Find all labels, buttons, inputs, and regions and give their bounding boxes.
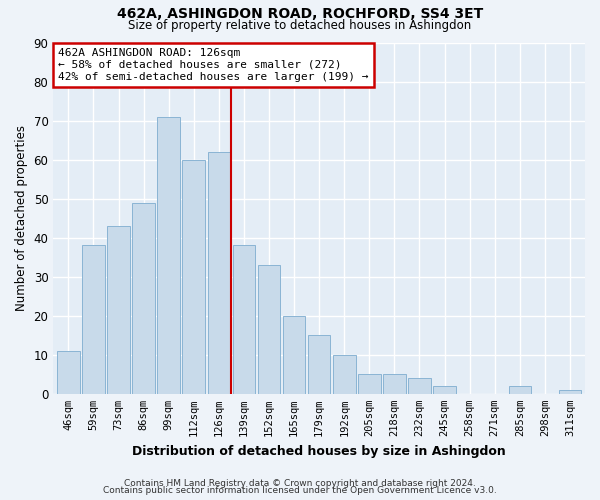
Bar [82,246,105,394]
Text: Contains public sector information licensed under the Open Government Licence v3: Contains public sector information licen… [103,486,497,495]
Text: 462A, ASHINGDON ROAD, ROCHFORD, SS4 3ET: 462A, ASHINGDON ROAD, ROCHFORD, SS4 3ET [117,8,483,22]
X-axis label: Distribution of detached houses by size in Ashingdon: Distribution of detached houses by size … [132,444,506,458]
Bar [283,316,305,394]
Text: Contains HM Land Registry data © Crown copyright and database right 2024.: Contains HM Land Registry data © Crown c… [124,478,476,488]
Text: Size of property relative to detached houses in Ashingdon: Size of property relative to detached ho… [128,19,472,32]
Bar [57,351,80,394]
Bar [383,374,406,394]
Bar [308,336,331,394]
Bar [333,355,356,394]
Bar [509,386,531,394]
Bar [132,202,155,394]
Bar [257,265,280,394]
Y-axis label: Number of detached properties: Number of detached properties [15,125,28,311]
Bar [559,390,581,394]
Bar [157,116,180,394]
Bar [107,226,130,394]
Bar [433,386,456,394]
Bar [408,378,431,394]
Bar [182,160,205,394]
Bar [208,152,230,394]
Text: 462A ASHINGDON ROAD: 126sqm
← 58% of detached houses are smaller (272)
42% of se: 462A ASHINGDON ROAD: 126sqm ← 58% of det… [58,48,369,82]
Bar [233,246,255,394]
Bar [358,374,380,394]
